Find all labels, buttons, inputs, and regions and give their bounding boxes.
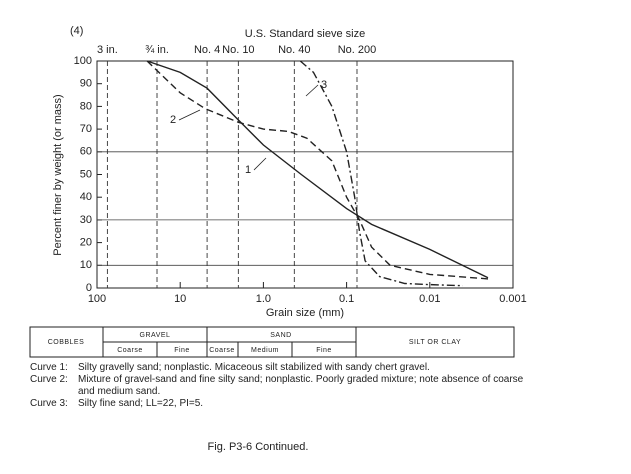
note-label: Curve 2:	[30, 374, 68, 385]
y-tick-label: 30	[80, 214, 92, 226]
table-cell: SILT OR CLAY	[409, 339, 461, 346]
y-tick-label: 40	[80, 191, 92, 203]
sieve-label: No. 10	[222, 44, 254, 56]
table-cell: Coarse	[209, 347, 235, 354]
curve-label-arrow	[253, 157, 267, 171]
figure-caption: Fig. P3-6 Continued.	[208, 441, 309, 453]
y-tick-label: 90	[80, 78, 92, 90]
table-cell: Coarse	[117, 347, 143, 354]
x-tick-label: 1.0	[256, 293, 271, 305]
note: Curve 3: Silty fine sand; LL=22, PI=5.	[30, 398, 530, 410]
note-text: Mixture of gravel-sand and fine silty sa…	[78, 374, 524, 397]
y-tick-label: 10	[80, 259, 92, 271]
note-label: Curve 1:	[30, 362, 68, 373]
curve	[146, 60, 489, 280]
table-cell: Medium	[251, 347, 279, 354]
x-tick-label: 100	[88, 293, 106, 305]
x-tick-label: 0.01	[419, 293, 440, 305]
sieve-label: No. 200	[338, 44, 377, 56]
plot-frame	[96, 60, 514, 289]
table-cell: Fine	[316, 347, 332, 354]
classification-table	[29, 326, 515, 358]
table-frame	[29, 326, 515, 358]
y-tick-label: 80	[80, 100, 92, 112]
curve-label: 3	[321, 79, 327, 91]
x-axis-label: Grain size (mm)	[266, 307, 344, 319]
curve-label: 1	[245, 164, 251, 176]
sieve-label: No. 40	[278, 44, 310, 56]
sieve-label: 3 in.	[97, 44, 118, 56]
curve	[299, 60, 463, 287]
sieve-label: ¾ in.	[145, 44, 169, 56]
notes: Curve 1: Silty gravelly sand; nonplastic.…	[30, 362, 530, 410]
curve-label-arrow	[178, 109, 201, 121]
x-tick-label: 0.001	[499, 293, 527, 305]
table-cell: COBBLES	[48, 339, 85, 346]
table-cell: SAND	[270, 332, 291, 339]
x-tick-label: 0.1	[339, 293, 354, 305]
note-text: Silty fine sand; LL=22, PI=5.	[78, 398, 204, 409]
x-tick-label: 10	[174, 293, 186, 305]
curve-label: 2	[170, 114, 176, 126]
y-tick-label: 70	[80, 123, 92, 135]
curve-label-arrow	[305, 84, 319, 97]
table-cell: GRAVEL	[140, 332, 171, 339]
table-cell: Fine	[174, 347, 190, 354]
y-tick-label: 100	[74, 55, 92, 67]
y-tick-label: 0	[86, 282, 92, 294]
y-tick-label: 50	[80, 168, 92, 180]
note-text: Silty gravelly sand; nonplastic. Micaceo…	[78, 362, 430, 373]
panel-label: (4)	[70, 25, 83, 37]
curve	[146, 60, 489, 279]
y-tick-label: 60	[80, 146, 92, 158]
note-label: Curve 3:	[30, 398, 68, 409]
note: Curve 1: Silty gravelly sand; nonplastic.…	[30, 362, 530, 374]
top-axis-title: U.S. Standard sieve size	[245, 28, 365, 40]
y-tick-label: 20	[80, 237, 92, 249]
note: Curve 2: Mixture of gravel-sand and fine …	[30, 374, 530, 398]
sieve-label: No. 4	[194, 44, 220, 56]
y-axis-label: Percent finer by weight (or mass)	[52, 94, 64, 255]
